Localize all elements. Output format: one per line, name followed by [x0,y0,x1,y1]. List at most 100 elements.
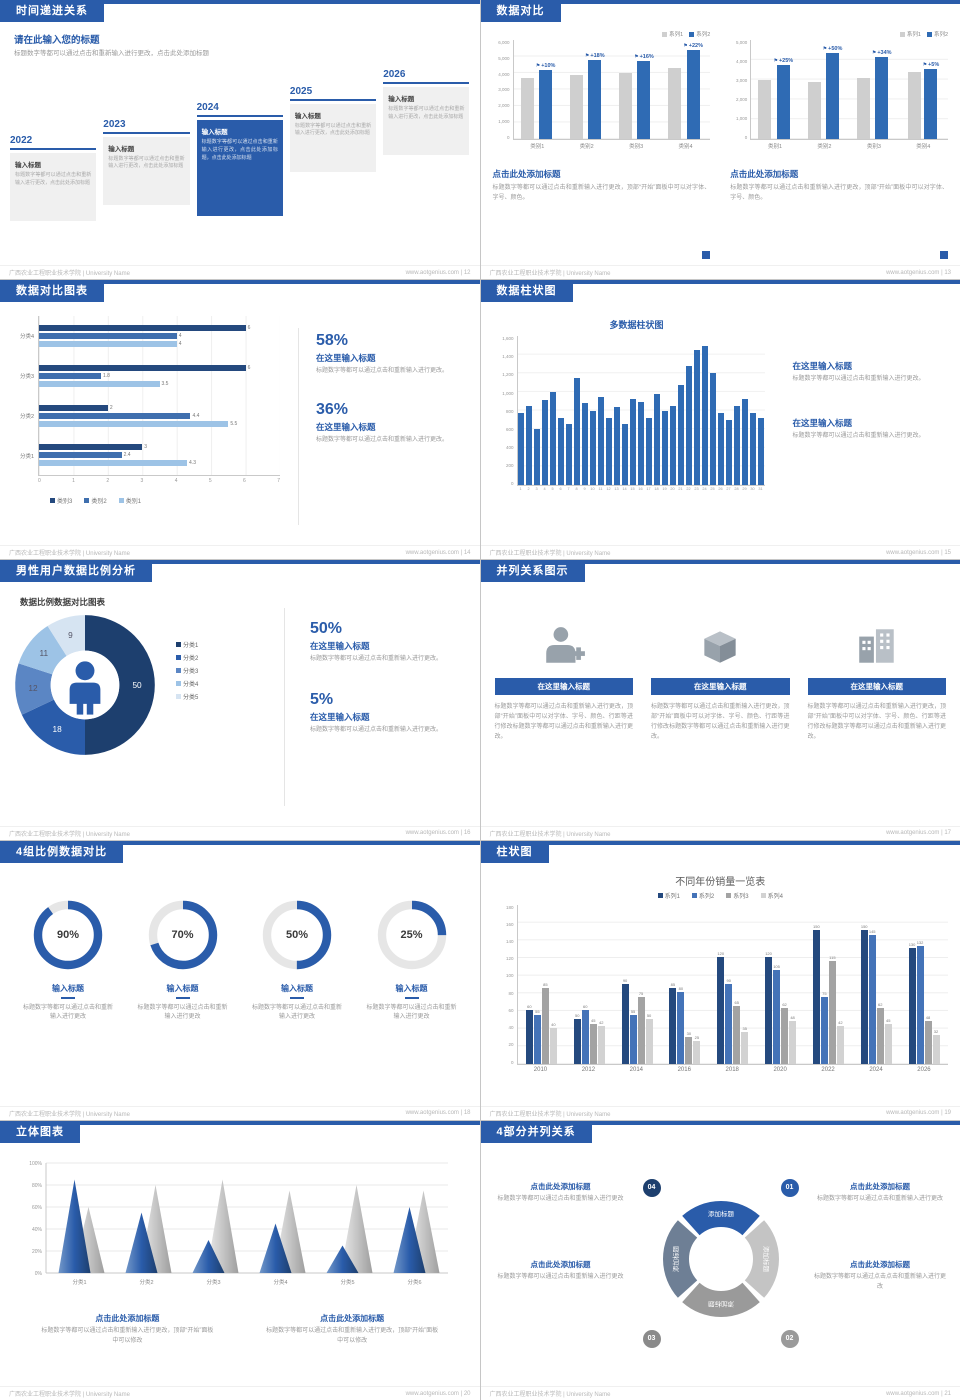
y-tick: 3,000 [735,78,748,83]
bar [541,988,549,1064]
legend-label: 分类4 [183,682,199,689]
stat-text: 标题数字等都可以通过点击和重新输入进行更改。 [310,656,443,663]
bar [573,1019,581,1064]
timeline-box: 输入标题 标题数字等都可以通过点击和重新输入进行更改，点击此处添加标题 [289,103,377,172]
bar-group: ⚑+10% [520,40,556,139]
bar [581,1010,589,1064]
title-button[interactable]: 在这里输入标题 [651,678,790,696]
slide-title: 立体图表 [0,1120,80,1143]
x-tick: 7 [277,478,280,485]
value-label: 150 [813,924,820,930]
bar [637,996,645,1064]
cone [326,1245,359,1273]
bar [525,1010,533,1064]
bar-group: ⚑+34% [856,40,892,139]
y-tick: 0 [744,135,748,140]
slide-15-column-chart[interactable]: 数据柱状图 多数据柱状图 1,600 1,400 1,200 1,000 800 600 4… [480,280,960,560]
value-label: 90 [726,977,731,983]
bar [884,1023,892,1064]
panel-heading: 点击此处添加标题 [730,169,799,179]
bar [646,418,653,486]
slide-18-ring-compare[interactable]: 4组比例数据对比 90% 输入标题 标题数字等都可以通过点击和重新输入进行更改 … [0,840,480,1120]
bar [916,946,924,1064]
slide-16-donut-analysis[interactable]: 男性用户数据比例分析 数据比例数据对比图表 50 18 12 11 9 分类1 分类2 分类… [0,560,480,840]
bar-chart: 5,000 4,000 3,000 2,000 1,000 0 ⚑+25% ⚑+50% ⚑+34… [730,40,948,150]
bar [605,418,612,486]
bar-group: 150 75 115 42 [812,905,844,1064]
growth-value: +10% [541,62,556,69]
bar [654,393,661,486]
value-label: 45 [885,1017,891,1023]
x-tick: 4 [543,487,546,492]
footer-right-text: www.aotgenius.com | 17 [886,830,951,837]
bar [828,961,836,1064]
compare-panel: 系列1 系列2 6,000 5,000 4,000 3,000 2,000 1,000 0 ⚑+… [493,30,711,263]
bar-group: ⚑+22% [668,40,703,139]
bar [758,79,772,139]
x-tick: 6 [559,487,562,492]
left-captions: 点击此处添加标题 标题数字等都可以通过点击和重新输入进行更改 点击此处添加标题 … [495,1179,627,1283]
bar [621,983,629,1064]
legend-swatch [176,668,181,674]
stat-heading: 在这里输入标题 [310,641,370,652]
value-label: 45 [591,1017,596,1023]
value-label: 42 [838,1020,843,1026]
slide-title: 时间递进关系 [0,0,104,22]
stat-percent: 36% [316,401,349,419]
y-tick: 0 [506,134,510,140]
y-tick: 40 [508,1025,514,1031]
slide-footer: 广西农业工程职业技术学院 | University Name www.aotgen… [480,1105,960,1120]
slide-12-timeline[interactable]: 时间递进关系 请在此输入您的标题 标题数字等都可以通过点击和重新输入进行更改，点… [0,0,480,280]
bar-group: ⚑+16% [619,40,654,139]
timeline-box-title: 输入标题 [294,112,321,120]
decor-square [940,251,948,260]
flag-icon: ⚑ [922,61,928,68]
timeline-box-title: 输入标题 [108,145,135,153]
caption-block: 点击此处添加标题 标题数字等都可以通过点击和重新输入进行更改，顶部“开始”面板中… [40,1311,215,1347]
bar [776,64,790,139]
flag-icon: ⚑ [871,49,877,56]
footer-right-text: www.aotgenius.com | 12 [405,269,471,276]
title-button[interactable]: 在这里输入标题 [807,678,946,696]
x-tick: 3 [140,478,144,485]
slide-17-parallel[interactable]: 并列关系图示 在这里输入标题 标题数字等都可以通过点击和重新输入进行更改，顶部“… [480,560,960,840]
title-button[interactable]: 在这里输入标题 [494,678,633,696]
slide-13-data-compare[interactable]: 数据对比 系列1 系列2 6,000 5,000 4,000 3,000 2,000 1,0… [480,0,960,280]
legend-swatch [176,694,181,700]
slide-title: 并列关系图示 [480,560,585,583]
x-tick: 16 [638,487,643,492]
bar [742,398,749,486]
bar [932,1035,940,1064]
svg-text:100%: 100% [29,1161,42,1167]
x-tick: 1 [519,487,522,492]
bar [662,410,669,486]
y-axis: 分类4 分类3 分类2 分类1 [12,316,38,476]
slide-19-grouped-bar[interactable]: 柱状图 不同年份销量一览表 系列1 系列2 系列3 系列4 180 160 140 120 1… [480,840,960,1120]
bar [733,1005,741,1064]
bar-group: 120 90 65 35 [717,905,749,1064]
timeline-year: 2025 [289,85,313,97]
bar [678,384,685,486]
footer-left-text: 广西农业工程职业技术学院 | University Name [9,271,130,278]
x-tick: 17 [646,487,651,492]
bar [589,1023,597,1064]
value-label: 4 [178,333,182,340]
growth-value: +16% [639,54,654,61]
slide-14-hbar-chart[interactable]: 数据对比图表 分类4 分类3 分类2 分类1 6 4 4 6 1.8 3.5 2 4.4 5.5 3 2.4… [0,280,480,560]
slide-21-cycle[interactable]: 4部分并列关系 点击此处添加标题 标题数字等都可以通过点击和重新输入进行更改 点… [480,1120,960,1400]
legend-label: 系列3 [733,893,749,900]
legend-item: 系列1 [657,891,680,900]
stat-text: 标题数字等都可以通过点击和重新输入进行更改。 [792,433,925,440]
legend-swatch [899,31,905,37]
cone [259,1223,292,1273]
timeline-box-title: 输入标题 [388,96,415,103]
value-label: 35 [742,1026,747,1032]
x-tick: 类别4 [678,144,693,150]
legend-swatch [691,892,697,898]
footer-left-text: 广西农业工程职业技术学院 | University Name [489,551,611,558]
category-label: 分类2 [19,414,34,421]
slide-20-cone-chart[interactable]: 立体图表 100% 80% 60% 40% 20% 0% 分类1 分类2 分类3 分类4 分类5 分类… [0,1120,480,1400]
x-tick: 7 [567,487,570,492]
cone [192,1239,225,1273]
